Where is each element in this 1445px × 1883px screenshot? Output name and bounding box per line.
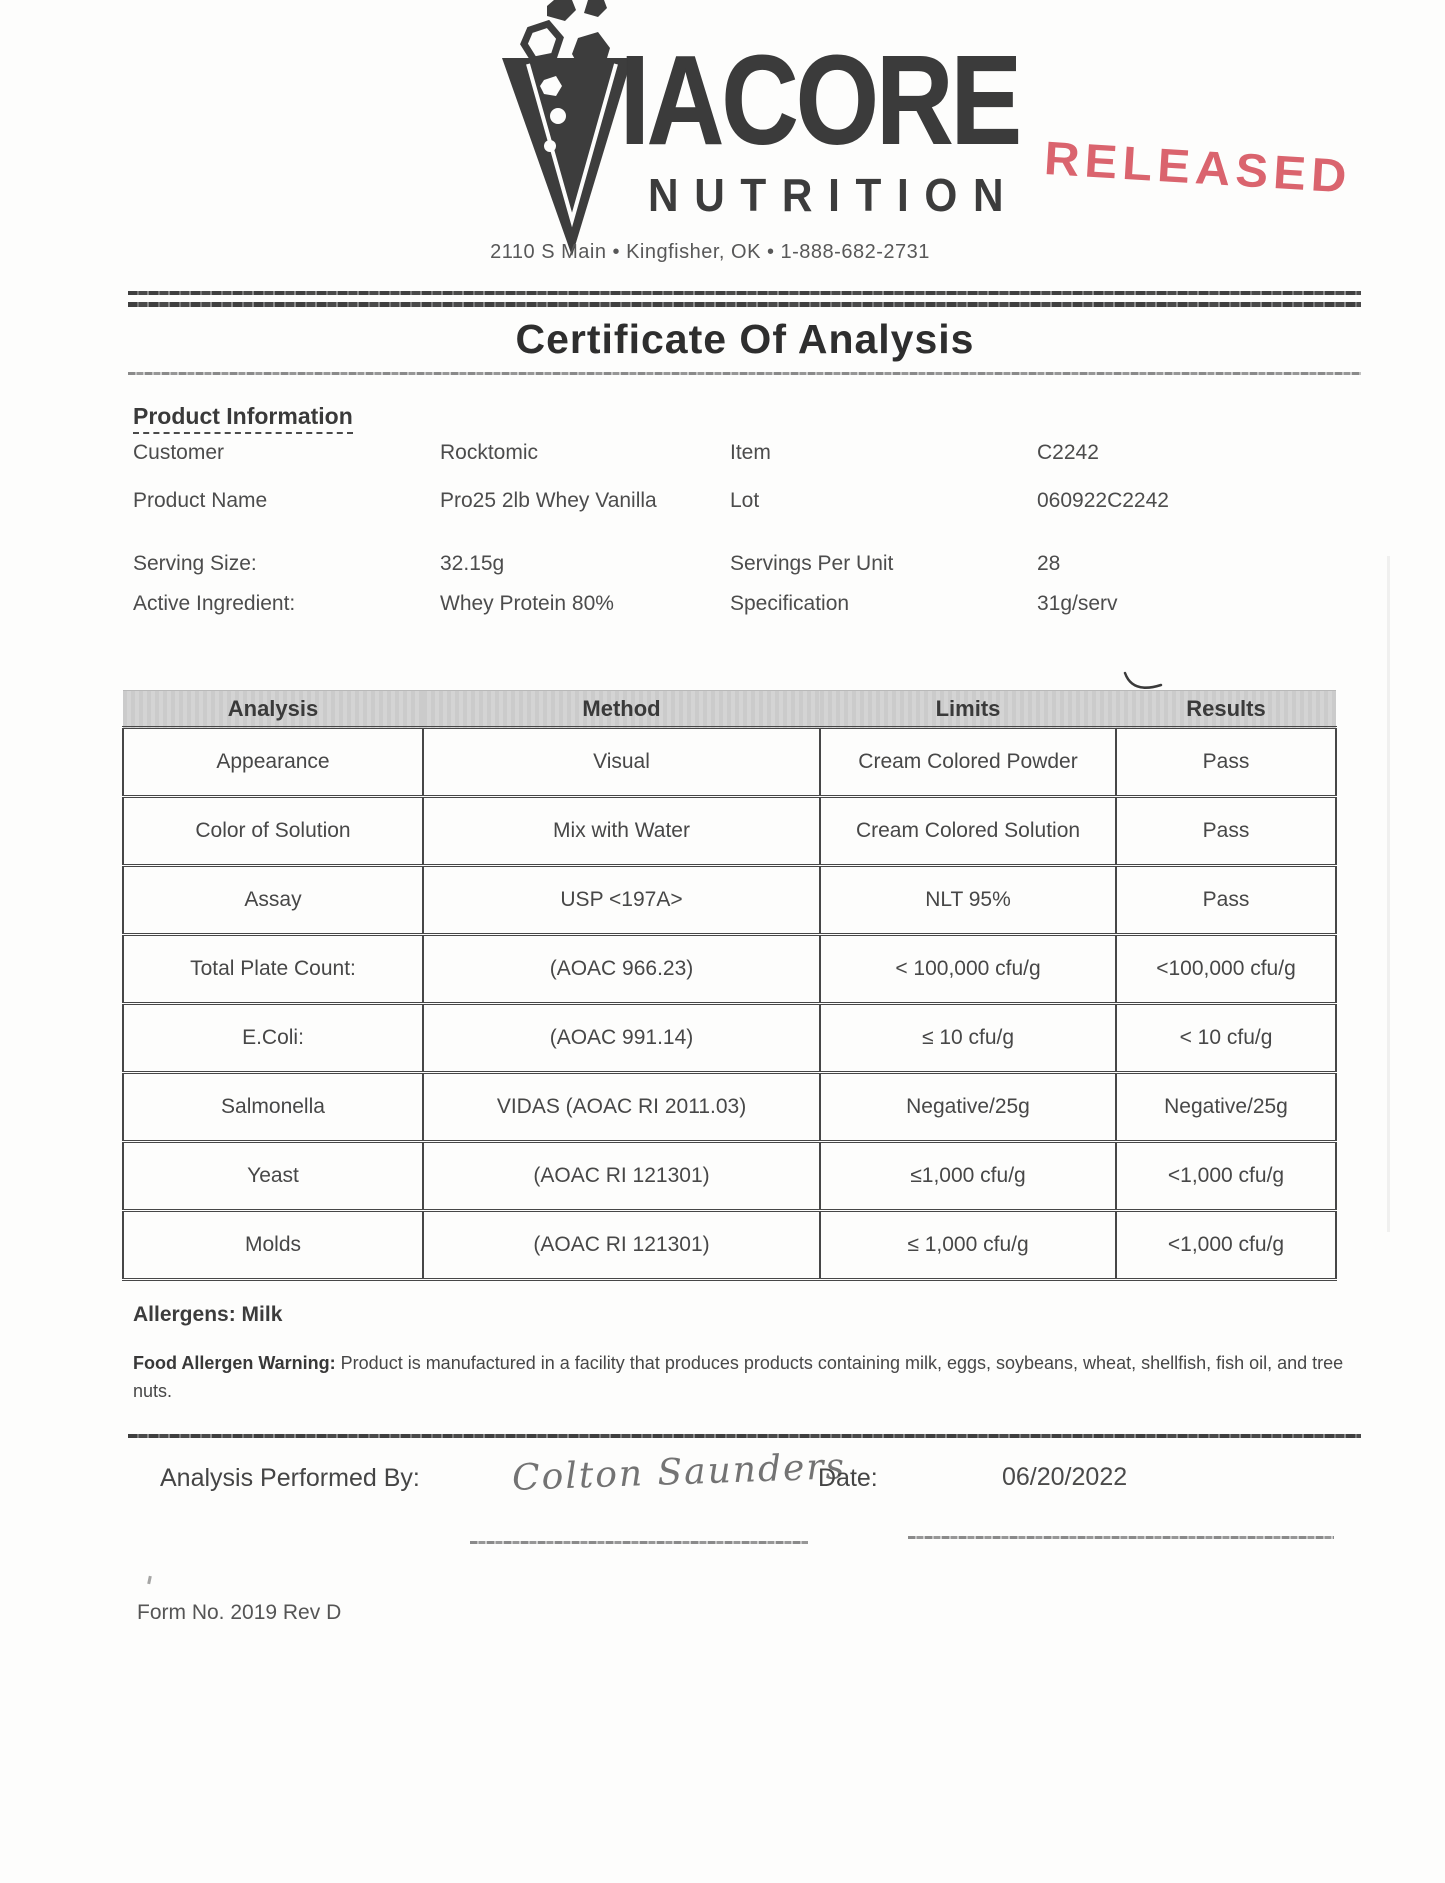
limits-cell: Cream Colored Solution — [819, 795, 1117, 866]
divider-line — [128, 291, 1361, 295]
results-cell: Pass — [1115, 795, 1337, 866]
viacore-logo-icon — [502, 0, 632, 256]
product-information-heading: Product Information — [133, 403, 353, 434]
method-cell: (AOAC 991.14) — [422, 1002, 821, 1073]
analysis-cell: Appearance — [122, 726, 424, 797]
allergen-warning: Food Allergen Warning: Product is manufa… — [133, 1350, 1358, 1406]
table-row: Assay USP <197A> NLT 95% Pass — [122, 864, 1337, 935]
product-info-row: Product Name Pro25 2lb Whey Vanilla Lot … — [133, 489, 1373, 515]
field-label: Customer — [133, 441, 225, 464]
results-cell: Pass — [1115, 864, 1337, 935]
field-value: Whey Protein 80% — [440, 592, 614, 615]
field-label: Servings Per Unit — [730, 552, 894, 575]
table-row: Salmonella VIDAS (AOAC RI 2011.03) Negat… — [122, 1071, 1337, 1142]
brand-name: IACORE — [620, 30, 1023, 172]
signature-underline — [470, 1541, 808, 1544]
analysis-cell: E.Coli: — [122, 1002, 424, 1073]
brand-subname: NUTRITION — [648, 169, 1020, 221]
divider-line — [128, 372, 1361, 375]
date-label: Date: — [818, 1464, 878, 1492]
divider-line — [128, 302, 1361, 307]
field-label: Lot — [730, 489, 760, 512]
table-row: E.Coli: (AOAC 991.14) ≤ 10 cfu/g < 10 cf… — [122, 1002, 1337, 1073]
limits-cell: Negative/25g — [819, 1071, 1117, 1142]
allergen-warning-text: Product is manufactured in a facility th… — [133, 1353, 1344, 1401]
method-cell: Visual — [422, 726, 821, 797]
analysis-cell: Color of Solution — [122, 795, 424, 866]
limits-cell: ≤ 10 cfu/g — [819, 1002, 1117, 1073]
product-info-row: Active Ingredient: Whey Protein 80% Spec… — [133, 592, 1373, 618]
table-row: Molds (AOAC RI 121301) ≤ 1,000 cfu/g <1,… — [122, 1209, 1337, 1281]
product-info-row: Customer Rocktomic Item C2242 — [133, 441, 1373, 467]
method-cell: (AOAC RI 121301) — [422, 1209, 821, 1281]
allergen-warning-label: Food Allergen Warning: — [133, 1353, 336, 1373]
method-cell: (AOAC RI 121301) — [422, 1140, 821, 1211]
date-value: 06/20/2022 — [1002, 1463, 1128, 1491]
analysis-cell: Total Plate Count: — [122, 933, 424, 1004]
date-underline — [908, 1536, 1334, 1539]
field-label: Specification — [730, 592, 850, 615]
results-cell: Negative/25g — [1115, 1071, 1337, 1142]
method-cell: (AOAC 966.23) — [422, 933, 821, 1004]
field-value: Rocktomic — [440, 441, 539, 464]
analysis-cell: Salmonella — [122, 1071, 424, 1142]
field-value: 060922C2242 — [1037, 489, 1169, 512]
results-cell: Pass — [1115, 726, 1337, 797]
performed-by-label: Analysis Performed By: — [160, 1464, 420, 1492]
results-cell: <1,000 cfu/g — [1115, 1140, 1337, 1211]
analysis-results-table: Analysis Method Limits Results Appearanc… — [122, 690, 1337, 1281]
column-header: Method — [423, 690, 820, 729]
column-header: Results — [1116, 690, 1336, 729]
allergens-heading: Allergens: Milk — [133, 1303, 283, 1326]
field-label: Active Ingredient: — [133, 592, 296, 615]
method-cell: VIDAS (AOAC RI 2011.03) — [422, 1071, 821, 1142]
limits-cell: ≤ 1,000 cfu/g — [819, 1209, 1117, 1281]
method-cell: Mix with Water — [422, 795, 821, 866]
table-header-row: Analysis Method Limits Results — [123, 690, 1336, 729]
field-label: Item — [730, 441, 771, 464]
column-header: Analysis — [123, 690, 423, 729]
pen-mark-icon — [1123, 671, 1163, 689]
field-value: Pro25 2lb Whey Vanilla — [440, 489, 657, 512]
company-address: 2110 S Main • Kingfisher, OK • 1-888-682… — [490, 241, 930, 263]
field-value: 32.15g — [440, 552, 505, 575]
results-cell: <1,000 cfu/g — [1115, 1209, 1337, 1281]
table-row: Color of Solution Mix with Water Cream C… — [122, 795, 1337, 866]
limits-cell: Cream Colored Powder — [819, 726, 1117, 797]
scan-artifact — [1387, 556, 1390, 1232]
results-cell: <100,000 cfu/g — [1115, 933, 1337, 1004]
method-cell: USP <197A> — [422, 864, 821, 935]
signature: Colton Saunders — [511, 1446, 847, 1499]
scan-artifact — [147, 1575, 152, 1585]
field-label: Serving Size: — [133, 552, 257, 575]
field-value: C2242 — [1037, 441, 1099, 464]
limits-cell: ≤1,000 cfu/g — [819, 1140, 1117, 1211]
product-info-row: Serving Size: 32.15g Servings Per Unit 2… — [133, 552, 1373, 578]
column-header: Limits — [820, 690, 1116, 729]
form-number: Form No. 2019 Rev D — [137, 1601, 342, 1624]
field-value: 31g/serv — [1037, 592, 1118, 615]
analysis-cell: Assay — [122, 864, 424, 935]
field-label: Product Name — [133, 489, 268, 512]
limits-cell: NLT 95% — [819, 864, 1117, 935]
table-row: Total Plate Count: (AOAC 966.23) < 100,0… — [122, 933, 1337, 1004]
limits-cell: < 100,000 cfu/g — [819, 933, 1117, 1004]
table-row: Yeast (AOAC RI 121301) ≤1,000 cfu/g <1,0… — [122, 1140, 1337, 1211]
analysis-cell: Yeast — [122, 1140, 424, 1211]
field-value: 28 — [1037, 552, 1061, 575]
results-cell: < 10 cfu/g — [1115, 1002, 1337, 1073]
divider-line — [128, 1434, 1361, 1438]
table-row: Appearance Visual Cream Colored Powder P… — [122, 726, 1337, 797]
released-stamp: RELEASED — [1042, 130, 1354, 203]
analysis-cell: Molds — [122, 1209, 424, 1281]
page-title: Certificate Of Analysis — [515, 316, 975, 362]
